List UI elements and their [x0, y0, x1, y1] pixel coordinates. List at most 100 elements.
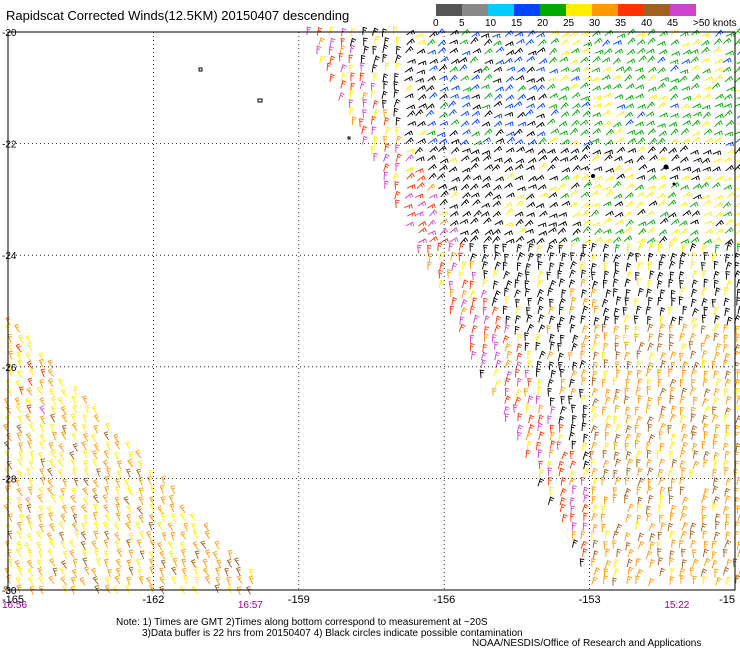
- wind-barb: [47, 478, 54, 488]
- wind-barb: [702, 166, 712, 172]
- wind-barb: [114, 575, 121, 585]
- wind-barb: [612, 494, 618, 503]
- wind-barb: [204, 575, 211, 585]
- wind-barb: [459, 218, 469, 224]
- wind-barb: [215, 567, 220, 576]
- wind-barb: [124, 584, 130, 594]
- wind-barb: [170, 513, 176, 522]
- wind-barb: [202, 567, 210, 577]
- wind-barb: [538, 314, 545, 323]
- wind-barb: [536, 102, 546, 110]
- colorbar-label: 5: [459, 18, 465, 29]
- wind-barb: [417, 85, 426, 91]
- wind-barb: [714, 211, 724, 218]
- wind-barb: [646, 101, 655, 109]
- wind-barb: [504, 413, 510, 422]
- wind-barb: [591, 298, 598, 308]
- wind-barb: [723, 93, 733, 100]
- wind-barb: [616, 111, 625, 117]
- wind-barb: [203, 522, 210, 532]
- wind-barb: [614, 315, 620, 325]
- wind-barb: [526, 307, 531, 316]
- wind-barb: [724, 521, 730, 530]
- wind-barb: [469, 334, 475, 344]
- wind-barb: [581, 144, 591, 152]
- wind-barb: [603, 238, 613, 243]
- wind-barb: [112, 585, 119, 595]
- wind-barb: [414, 211, 424, 217]
- wind-barb: [93, 521, 99, 531]
- wind-barb: [671, 50, 681, 56]
- wind-barb: [159, 550, 166, 560]
- wind-barb: [658, 458, 666, 467]
- wind-barb: [462, 86, 472, 92]
- wind-barb: [635, 406, 640, 416]
- wind-barb: [593, 351, 599, 360]
- wind-barb: [439, 75, 448, 81]
- wind-barb: [591, 67, 601, 73]
- wind-barb: [60, 405, 67, 415]
- wind-barb: [417, 220, 427, 227]
- wind-barb: [160, 513, 166, 523]
- wind-barb: [659, 315, 665, 325]
- wind-barb: [649, 94, 658, 100]
- colorbar-label: 0: [433, 18, 439, 29]
- wind-barb: [473, 68, 483, 74]
- wind-barb: [471, 110, 481, 117]
- wind-barb: [138, 477, 143, 486]
- wind-barb: [678, 201, 688, 208]
- wind-barb: [669, 333, 674, 343]
- wind-barb: [483, 244, 488, 254]
- wind-barb: [494, 261, 502, 270]
- wind-barb: [483, 270, 488, 279]
- wind-barb: [605, 167, 615, 173]
- wind-barb: [646, 441, 652, 451]
- wind-barb: [190, 559, 197, 568]
- wind-barb: [505, 207, 514, 216]
- wind-barb: [504, 377, 511, 387]
- wind-barb: [447, 269, 452, 278]
- wind-barb: [657, 56, 666, 64]
- wind-barb: [449, 39, 459, 45]
- wind-barb: [471, 271, 477, 281]
- wind-barb: [681, 174, 690, 181]
- wind-barb: [591, 76, 600, 82]
- wind-barb: [116, 548, 123, 558]
- wind-barb: [590, 138, 600, 144]
- wind-barb: [491, 297, 498, 307]
- wind-barb: [248, 575, 254, 585]
- wind-barb: [15, 379, 22, 389]
- wind-barb: [680, 286, 686, 296]
- wind-barb: [636, 238, 646, 244]
- wind-barb: [659, 567, 666, 577]
- wind-barb: [635, 93, 644, 99]
- wind-barb: [504, 359, 512, 368]
- wind-barb: [615, 219, 625, 225]
- wind-barb: [646, 379, 652, 388]
- wind-barb: [725, 395, 732, 405]
- wind-barb: [703, 238, 713, 245]
- wind-barb: [670, 504, 677, 514]
- grid-layer: [7, 31, 736, 591]
- wind-barb: [681, 138, 691, 144]
- wind-barb: [550, 108, 559, 116]
- wind-barb: [19, 513, 24, 523]
- wind-barb: [613, 164, 622, 173]
- wind-barb: [517, 186, 526, 191]
- wind-barb: [590, 425, 598, 434]
- wind-barb: [669, 271, 675, 280]
- wind-barb: [439, 164, 448, 172]
- wind-barb: [560, 395, 566, 405]
- wind-barb: [370, 115, 377, 125]
- wind-barb: [427, 244, 432, 254]
- wind-barb: [714, 279, 719, 289]
- wind-barb: [18, 334, 24, 344]
- wind-barb: [128, 566, 134, 576]
- wind-barb: [613, 568, 620, 577]
- wind-barb: [724, 227, 734, 234]
- wind-barb: [227, 584, 232, 594]
- wind-barb: [558, 278, 565, 287]
- wind-barb: [405, 221, 415, 227]
- wind-barb: [191, 523, 197, 532]
- wind-barb: [547, 164, 556, 172]
